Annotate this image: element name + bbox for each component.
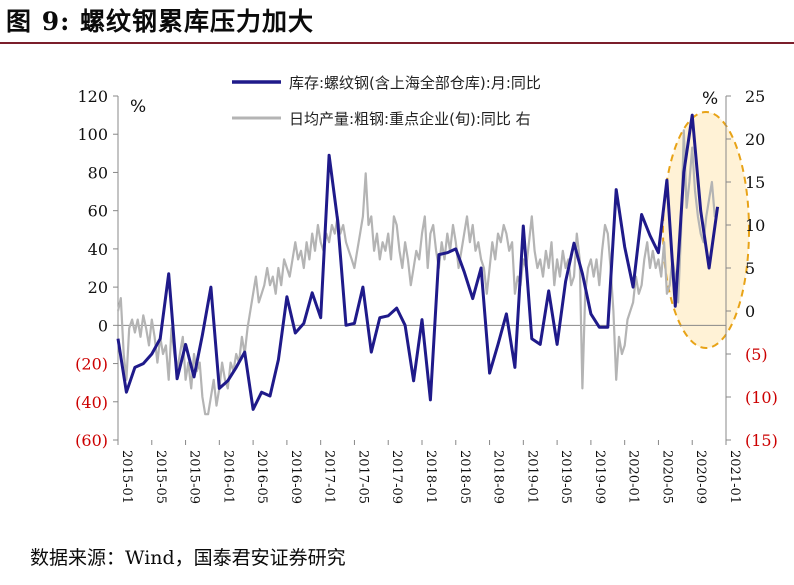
x-tick-label: 2018-09 — [491, 450, 506, 504]
x-tick-label: 2020-09 — [693, 450, 708, 504]
x-tick-label: 2019-05 — [558, 450, 573, 504]
x-tick-label: 2016-09 — [288, 450, 303, 504]
x-tick-label: 2016-01 — [220, 450, 235, 504]
figure-title: 图 9: 螺纹钢累库压力加大 — [6, 7, 315, 36]
left-tick-label: 0 — [98, 316, 108, 335]
x-tick-label: 2015-01 — [119, 450, 134, 504]
left-tick-label: (20) — [75, 355, 108, 374]
x-tick-label: 2016-05 — [254, 450, 269, 504]
x-tick-label: 2017-05 — [355, 450, 370, 504]
left-tick-label: (60) — [75, 431, 108, 450]
x-tick-label: 2015-05 — [153, 450, 168, 504]
left-tick-label: 60 — [88, 202, 108, 221]
left-unit-label: % — [130, 97, 146, 117]
data-source-note: 数据来源：Wind，国泰君安证券研究 — [30, 547, 346, 569]
right-tick-label: 20 — [745, 130, 765, 149]
x-tick-label: 2021-01 — [727, 450, 742, 504]
x-tick-label: 2018-05 — [457, 450, 472, 504]
axes: 120 100 80 60 40 20 0 (20) (40) (60) 25 20 15 10 5 0 (5)… — [75, 87, 778, 504]
right-tick-label: 0 — [745, 302, 755, 321]
right-tick-label: 10 — [745, 216, 765, 235]
right-tick-label: 25 — [745, 87, 765, 106]
x-tick-label: 2018-01 — [423, 450, 438, 504]
x-tick-label: 2017-09 — [389, 450, 404, 504]
x-tick-label: 2020-05 — [659, 450, 674, 504]
series-line-rebar-inventory — [116, 113, 720, 411]
series-group — [116, 113, 720, 416]
right-tick-label: (5) — [745, 345, 768, 364]
right-tick-label: 15 — [745, 173, 765, 192]
highlight-region — [662, 111, 750, 349]
right-tick-label: (10) — [745, 388, 778, 407]
left-tick-label: 100 — [77, 125, 108, 144]
x-tick-label: 2020-01 — [626, 450, 641, 504]
left-tick-label: (40) — [75, 393, 108, 412]
legend-label: 日均产量:粗钢:重点企业(旬):同比 右 — [289, 110, 531, 128]
left-tick-label: 40 — [88, 240, 108, 259]
x-tick-label: 2017-01 — [322, 450, 337, 504]
title-divider — [0, 42, 794, 44]
series-line-steel-output — [116, 129, 719, 416]
x-tick-label: 2019-01 — [524, 450, 539, 504]
right-tick-label: (15) — [745, 431, 778, 450]
right-tick-label: 5 — [745, 259, 755, 278]
right-unit-label: % — [702, 89, 718, 109]
left-tick-label: 120 — [77, 87, 108, 106]
x-tick-label: 2019-09 — [592, 450, 607, 504]
x-tick-label: 2015-09 — [187, 450, 202, 504]
left-tick-label: 80 — [88, 163, 108, 182]
highlight-ellipse — [662, 111, 750, 349]
left-tick-label: 20 — [88, 278, 108, 297]
legend-label: 库存:螺纹钢(含上海全部仓库):月:同比 — [289, 74, 541, 92]
